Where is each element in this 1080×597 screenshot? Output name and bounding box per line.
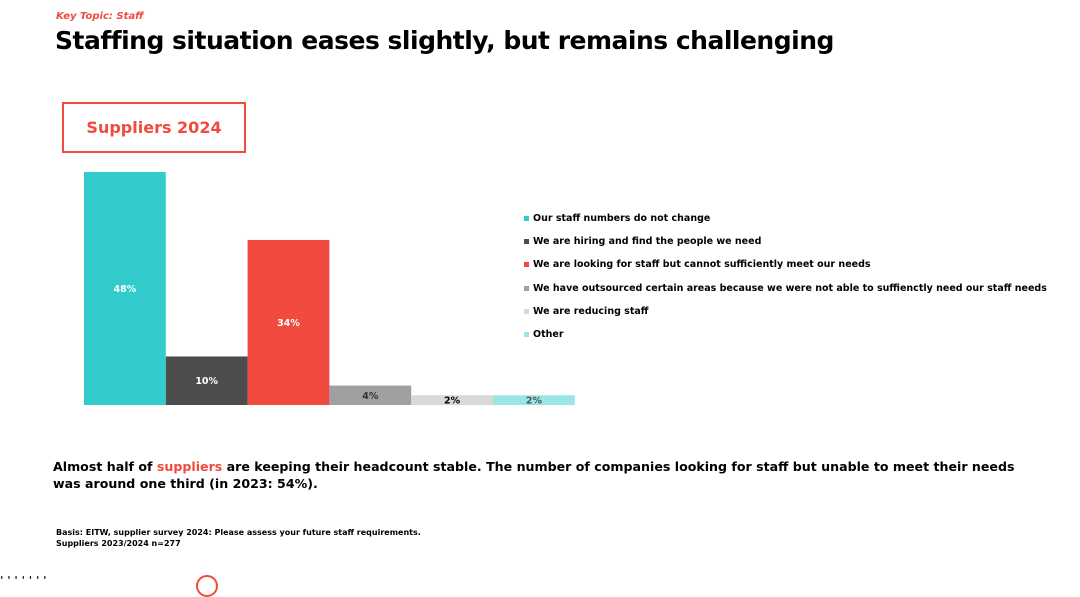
legend-item-6: Other <box>524 323 1047 346</box>
legend-swatch-5 <box>524 308 529 314</box>
basis-line-2: Suppliers 2023/2024 n=277 <box>56 538 181 548</box>
legend-swatch-2 <box>524 239 529 245</box>
legend-label-4: We have outsourced certain areas because… <box>533 282 1047 294</box>
bar-2 <box>165 356 248 405</box>
bar-label-5: 2% <box>444 396 461 407</box>
legend-item-5: We are reducing staff <box>524 300 1047 323</box>
footer-clipped-text: ' ' ' ' ' ' ' <box>0 574 47 587</box>
staff-bar-chart: 48% 10% 34% 4% 2% 2% <box>84 172 575 407</box>
summary-before: Almost half of <box>53 459 157 474</box>
legend-swatch-4 <box>524 285 529 291</box>
badge-label: Suppliers 2024 <box>86 118 222 137</box>
footer-logo-circle <box>196 575 218 597</box>
bar-label-1: 48% <box>114 284 137 295</box>
legend-swatch-6 <box>524 332 529 338</box>
legend-label-3: We are looking for staff but cannot suff… <box>533 259 871 271</box>
bar-label-6: 2% <box>526 396 543 407</box>
basis-note: Basis: EITW, supplier survey 2024: Pleas… <box>56 528 421 549</box>
legend-item-1: Our staff numbers do not change <box>524 207 1047 230</box>
bar-1 <box>84 172 166 405</box>
summary-after: are keeping their headcount stable. The … <box>53 459 1015 491</box>
legend-item-4: We have outsourced certain areas because… <box>524 277 1047 300</box>
bar-4 <box>329 385 412 405</box>
legend-swatch-1 <box>524 216 529 222</box>
basis-line-1: Basis: EITW, supplier survey 2024: Pleas… <box>56 528 421 537</box>
bar-label-3: 34% <box>277 318 300 329</box>
legend-item-2: We are hiring and find the people we nee… <box>524 230 1047 253</box>
suppliers-2024-badge: Suppliers 2024 <box>62 102 246 153</box>
bar-label-2: 10% <box>195 376 218 387</box>
bar-3 <box>247 239 330 405</box>
legend-label-2: We are hiring and find the people we nee… <box>533 236 762 248</box>
legend-label-5: We are reducing staff <box>533 305 649 317</box>
summary-text: Almost half of suppliers are keeping the… <box>53 458 1043 492</box>
bar-label-4: 4% <box>362 391 379 402</box>
key-topic-label: Key Topic: Staff <box>56 11 144 22</box>
chart-legend: Our staff numbers do not change We are hi… <box>524 207 1047 346</box>
bar-6 <box>493 395 575 405</box>
legend-label-6: Other <box>533 329 564 341</box>
summary-highlight: suppliers <box>156 459 223 474</box>
legend-swatch-3 <box>524 262 529 268</box>
page-title: Staffing situation eases slightly, but r… <box>55 26 834 55</box>
bar-5 <box>411 395 493 405</box>
legend-label-1: Our staff numbers do not change <box>533 213 711 225</box>
legend-item-3: We are looking for staff but cannot suff… <box>524 253 1047 276</box>
